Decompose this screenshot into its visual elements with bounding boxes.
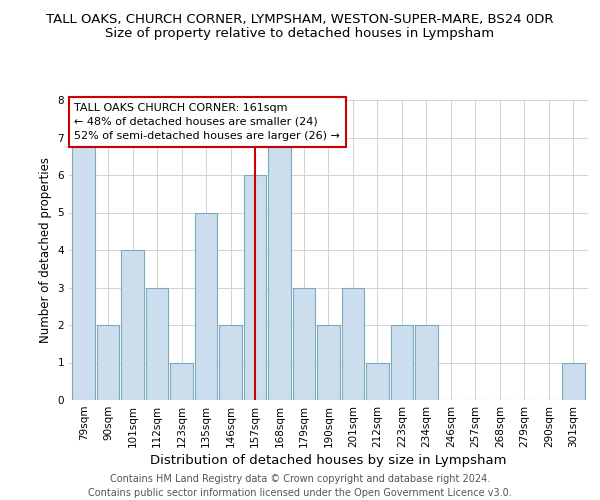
Text: Size of property relative to detached houses in Lympsham: Size of property relative to detached ho…	[106, 28, 494, 40]
Bar	[220, 325, 242, 400]
Bar	[293, 288, 315, 400]
Bar	[73, 138, 95, 400]
Bar	[415, 325, 437, 400]
Bar	[121, 250, 144, 400]
Bar	[146, 288, 169, 400]
Text: TALL OAKS, CHURCH CORNER, LYMPSHAM, WESTON-SUPER-MARE, BS24 0DR: TALL OAKS, CHURCH CORNER, LYMPSHAM, WEST…	[46, 12, 554, 26]
Text: TALL OAKS CHURCH CORNER: 161sqm
← 48% of detached houses are smaller (24)
52% of: TALL OAKS CHURCH CORNER: 161sqm ← 48% of…	[74, 103, 340, 141]
Bar	[342, 288, 364, 400]
Bar	[244, 175, 266, 400]
X-axis label: Distribution of detached houses by size in Lympsham: Distribution of detached houses by size …	[150, 454, 507, 467]
Bar	[97, 325, 119, 400]
Bar	[366, 362, 389, 400]
Y-axis label: Number of detached properties: Number of detached properties	[39, 157, 52, 343]
Bar	[195, 212, 217, 400]
Bar	[562, 362, 584, 400]
Bar	[170, 362, 193, 400]
Bar	[317, 325, 340, 400]
Text: Contains HM Land Registry data © Crown copyright and database right 2024.
Contai: Contains HM Land Registry data © Crown c…	[88, 474, 512, 498]
Bar	[268, 138, 291, 400]
Bar	[391, 325, 413, 400]
